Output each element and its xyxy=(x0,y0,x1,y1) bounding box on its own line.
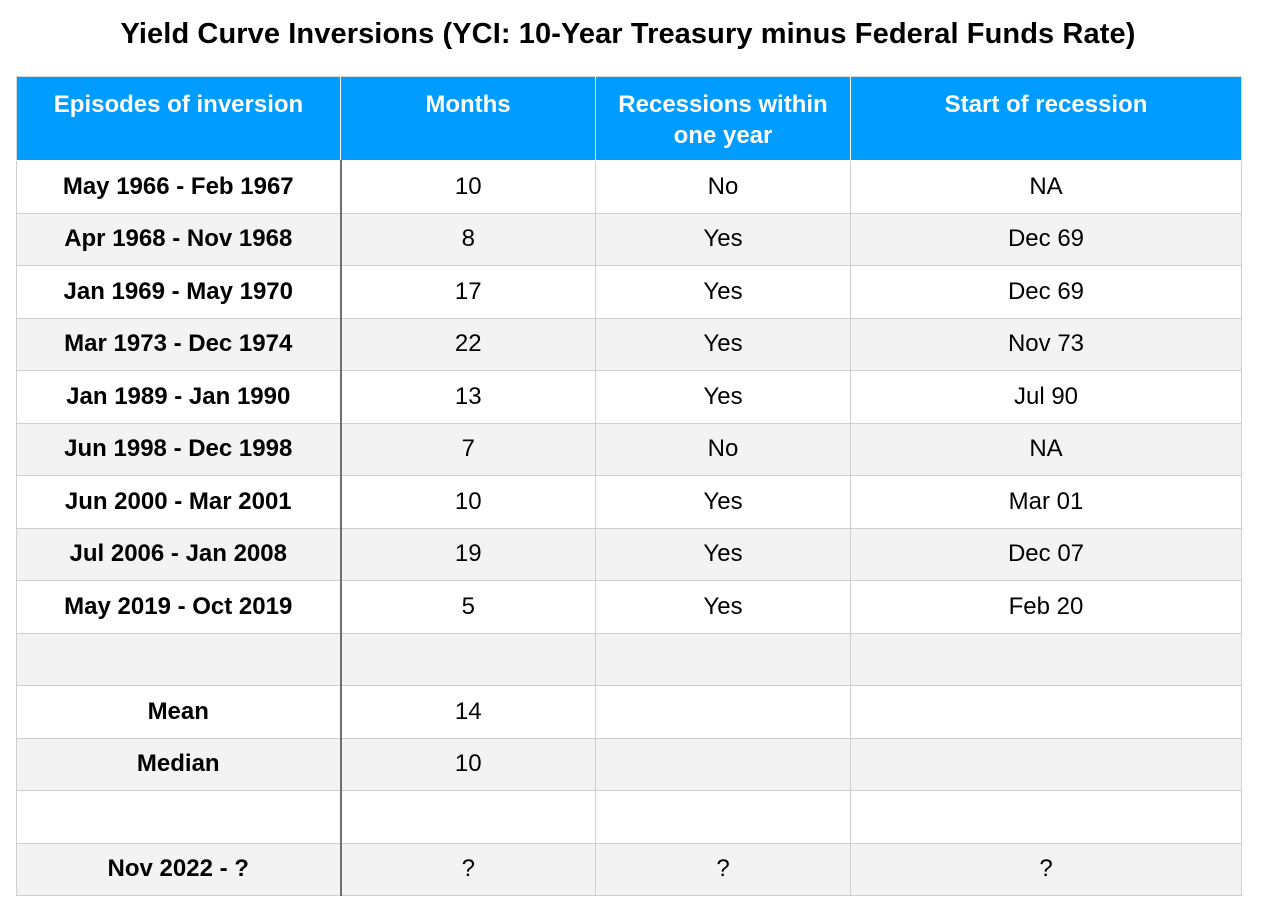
column-header-start-of-recession: Start of recession xyxy=(850,76,1242,161)
table-row xyxy=(16,790,1242,844)
episode-cell: Mean xyxy=(16,685,342,739)
table-row: May 1966 - Feb 1967 10 No NA xyxy=(16,160,1242,214)
episode-cell: Mar 1973 - Dec 1974 xyxy=(16,317,342,371)
episode-cell xyxy=(16,632,342,686)
recession-cell: Yes xyxy=(595,370,851,424)
table-body: May 1966 - Feb 1967 10 No NA Apr 1968 - Nov … xyxy=(16,160,1242,896)
months-cell: 10 xyxy=(340,737,596,791)
recession-cell: Yes xyxy=(595,317,851,371)
recession-cell xyxy=(595,737,851,791)
months-cell: 22 xyxy=(340,317,596,371)
episode-cell: Jul 2006 - Jan 2008 xyxy=(16,527,342,581)
months-cell: 5 xyxy=(340,580,596,634)
start-of-recession-cell: Nov 73 xyxy=(850,317,1242,371)
episode-cell xyxy=(16,790,342,844)
table-row: Mean 14 xyxy=(16,685,1242,739)
recession-cell: Yes xyxy=(595,580,851,634)
months-cell xyxy=(340,790,596,844)
start-of-recession-cell: ? xyxy=(850,842,1242,896)
yield-curve-table: Episodes of inversion Months Recessions … xyxy=(16,76,1242,896)
start-of-recession-cell xyxy=(850,632,1242,686)
episode-cell: Jan 1989 - Jan 1990 xyxy=(16,370,342,424)
start-of-recession-cell: Dec 69 xyxy=(850,265,1242,319)
episode-cell: Jan 1969 - May 1970 xyxy=(16,265,342,319)
recession-cell: Yes xyxy=(595,475,851,529)
table-row: Nov 2022 - ???? xyxy=(16,842,1242,896)
episode-cell: Apr 1968 - Nov 1968 xyxy=(16,212,342,266)
header-row: Episodes of inversion Months Recessions … xyxy=(16,76,1242,161)
table-row: Jun 1998 - Dec 1998 7 No NA xyxy=(16,422,1242,476)
episode-cell: Median xyxy=(16,737,342,791)
start-of-recession-cell: Mar 01 xyxy=(850,475,1242,529)
start-of-recession-cell: Dec 07 xyxy=(850,527,1242,581)
recession-cell: No xyxy=(595,160,851,214)
months-cell: 14 xyxy=(340,685,596,739)
table-row: Mar 1973 - Dec 1974 22 Yes Nov 73 xyxy=(16,317,1242,371)
episode-cell: Nov 2022 - ? xyxy=(16,842,342,896)
months-cell: 19 xyxy=(340,527,596,581)
column-header-months: Months xyxy=(340,76,596,161)
recession-cell xyxy=(595,632,851,686)
table-row: Jun 2000 - Mar 2001 10 Yes Mar 01 xyxy=(16,475,1242,529)
table-row: Median 10 xyxy=(16,737,1242,791)
episode-cell: May 1966 - Feb 1967 xyxy=(16,160,342,214)
table-row: Jan 1969 - May 1970 17 Yes Dec 69 xyxy=(16,265,1242,319)
recession-cell: ? xyxy=(595,842,851,896)
table-row xyxy=(16,632,1242,686)
start-of-recession-cell: Dec 69 xyxy=(850,212,1242,266)
table-row: Apr 1968 - Nov 1968 8 Yes Dec 69 xyxy=(16,212,1242,266)
recession-cell xyxy=(595,685,851,739)
start-of-recession-cell: Jul 90 xyxy=(850,370,1242,424)
months-cell: 10 xyxy=(340,475,596,529)
episode-cell: Jun 2000 - Mar 2001 xyxy=(16,475,342,529)
start-of-recession-cell: NA xyxy=(850,160,1242,214)
recession-cell: Yes xyxy=(595,265,851,319)
months-cell: 17 xyxy=(340,265,596,319)
start-of-recession-cell xyxy=(850,685,1242,739)
table-row: Jul 2006 - Jan 2008 19 Yes Dec 07 xyxy=(16,527,1242,581)
recession-cell: Yes xyxy=(595,212,851,266)
episode-cell: Jun 1998 - Dec 1998 xyxy=(16,422,342,476)
months-cell: 10 xyxy=(340,160,596,214)
months-cell: 8 xyxy=(340,212,596,266)
months-cell: 13 xyxy=(340,370,596,424)
months-cell: 7 xyxy=(340,422,596,476)
start-of-recession-cell: Feb 20 xyxy=(850,580,1242,634)
column-header-episodes: Episodes of inversion xyxy=(16,76,341,161)
recession-cell: Yes xyxy=(595,527,851,581)
recession-cell: No xyxy=(595,422,851,476)
column-header-recessions: Recessions within one year xyxy=(595,76,851,161)
recession-cell xyxy=(595,790,851,844)
table-row: May 2019 - Oct 2019 5 Yes Feb 20 xyxy=(16,580,1242,634)
start-of-recession-cell xyxy=(850,790,1242,844)
months-cell: ? xyxy=(340,842,596,896)
table-row: Jan 1989 - Jan 1990 13 Yes Jul 90 xyxy=(16,370,1242,424)
episode-cell: May 2019 - Oct 2019 xyxy=(16,580,342,634)
table-title: Yield Curve Inversions (YCI: 10-Year Tre… xyxy=(120,18,1136,50)
months-cell xyxy=(340,632,596,686)
start-of-recession-cell: NA xyxy=(850,422,1242,476)
start-of-recession-cell xyxy=(850,737,1242,791)
